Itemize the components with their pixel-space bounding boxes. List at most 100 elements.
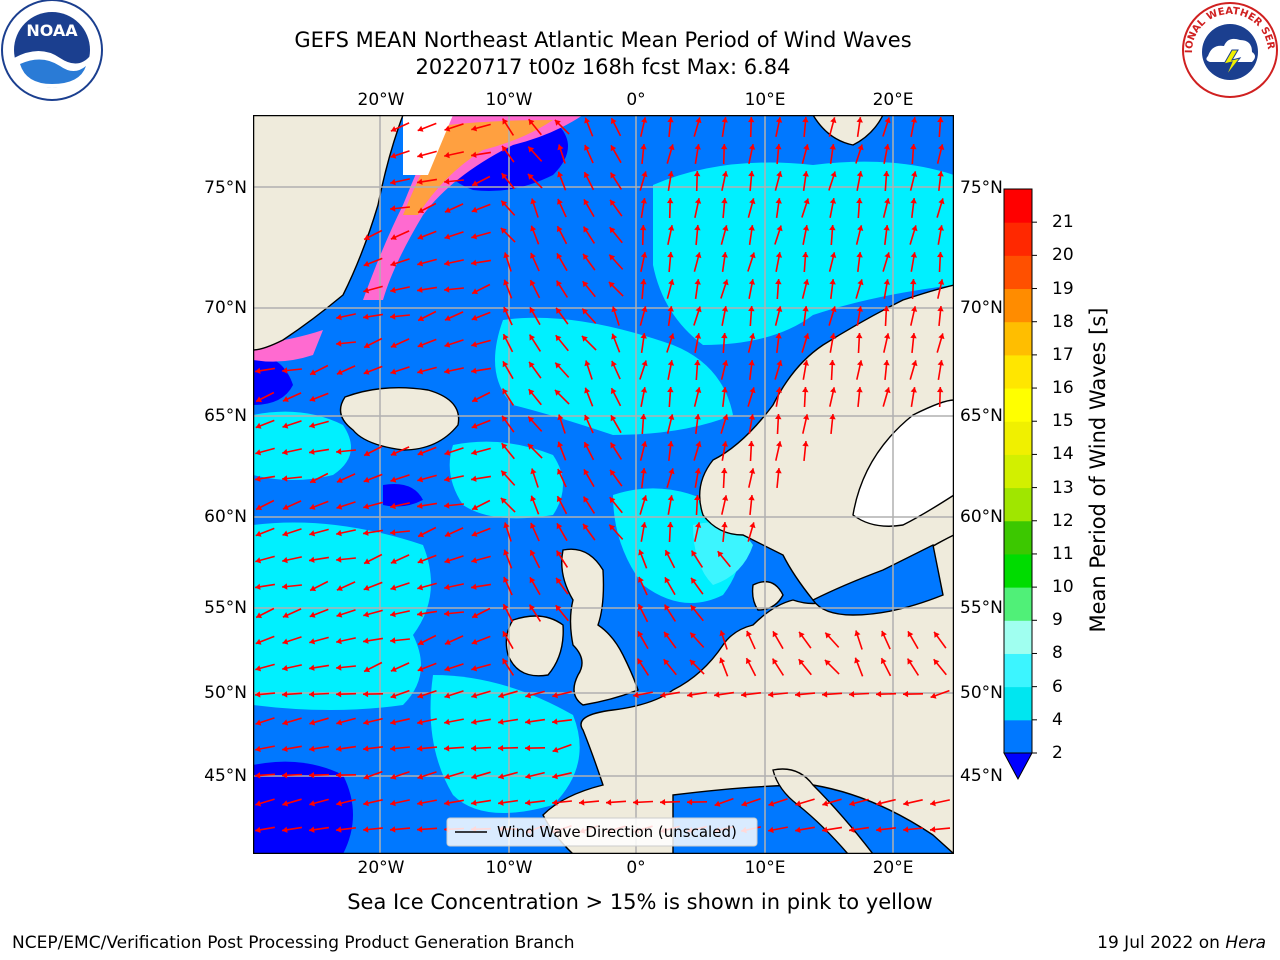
wave-direction-arrowhead (555, 335, 562, 342)
wave-direction-arrowhead (664, 631, 670, 638)
wave-direction-arrowhead (255, 449, 262, 456)
wave-direction-arrowhead (583, 253, 589, 260)
lat-tick-left-50n: 50°N (204, 683, 247, 703)
wave-direction-arrowhead (830, 117, 837, 124)
wave-direction-arrowhead (691, 550, 697, 557)
colorbar-segment (1004, 354, 1032, 389)
wave-direction-arrowhead (584, 387, 591, 394)
wave-direction-arrowhead (472, 180, 479, 187)
wave-direction-arrowhead (554, 389, 561, 396)
wave-direction-arrowhead (857, 279, 864, 286)
wave-direction-arrowhead (336, 556, 342, 563)
wave-direction-arrowhead (363, 313, 369, 320)
wave-direction-arrowhead (363, 503, 370, 510)
wave-direction-arrowhead (556, 577, 562, 584)
wave-direction-arrowhead (884, 198, 891, 204)
wave-direction-arrowhead (336, 611, 343, 618)
footer-date: 19 Jul 2022 on Hera (1097, 933, 1266, 953)
colorbar-segment (1004, 686, 1032, 721)
wave-direction-arrowhead (937, 306, 944, 312)
wave-direction-arrowhead (503, 576, 509, 583)
wave-direction-arrowhead (772, 658, 778, 665)
wave-direction-arrowhead (694, 360, 701, 366)
wave-direction-arrowhead (282, 530, 289, 537)
wave-direction-arrowhead (471, 583, 477, 590)
wave-direction-arrowhead (530, 495, 537, 502)
wave-direction-arrowhead (552, 773, 558, 780)
wave-direction-arrowhead (282, 719, 289, 726)
wave-direction-arrowhead (822, 691, 828, 698)
wave-direction-arrowhead (282, 583, 288, 590)
wave-direction-arrowhead (444, 745, 450, 752)
svalbard (812, 115, 884, 146)
footer-date-text: 19 Jul 2022 on (1097, 933, 1226, 953)
wave-direction-arrowhead (502, 658, 508, 665)
wave-direction-arrowhead (829, 198, 837, 204)
wave-direction-arrowhead (802, 225, 810, 231)
lat-tick-left-75n: 75°N (204, 178, 247, 198)
colorbar-tick-label: 2 (1052, 743, 1063, 763)
wave-direction-arrowhead (282, 556, 288, 564)
wave-direction-arrowhead (417, 476, 424, 483)
wave-direction-arrowhead (502, 631, 509, 638)
wave-direction-arrowhead (610, 415, 617, 422)
wave-direction-arrowhead (472, 612, 479, 619)
wave-direction-arrowhead (417, 341, 424, 348)
colorbar-tick-label: 4 (1052, 709, 1063, 730)
wave-direction-arrowhead (748, 117, 755, 123)
wave-direction-arrowhead (444, 259, 450, 267)
wave-direction-arrowhead (530, 522, 536, 529)
wave-direction-arrowhead (795, 691, 801, 698)
wave-direction-arrowhead (849, 691, 855, 698)
wave-direction-arrowhead (937, 117, 944, 123)
wave-direction-arrowhead (282, 638, 289, 645)
wave-direction-arrowhead (775, 117, 783, 123)
wave-direction-arrowhead (417, 799, 423, 807)
wave-direction-arrowhead (719, 630, 726, 637)
wave-direction-arrowhead (390, 126, 397, 132)
wave-direction-arrowhead (255, 800, 262, 807)
wave-direction-arrowhead (584, 117, 591, 124)
lon-tick-bottom-10e: 10°E (744, 858, 786, 878)
wave-direction-arrowhead (584, 360, 591, 367)
wave-direction-arrowhead (444, 475, 450, 483)
wave-direction-arrowhead (417, 286, 423, 293)
wave-direction-arrowhead (930, 799, 936, 807)
wave-direction-arrowhead (694, 333, 702, 339)
wave-direction-arrowhead (633, 799, 639, 806)
wave-direction-arrowhead (667, 198, 674, 204)
wave-direction-arrowhead (640, 198, 647, 204)
wave-direction-arrowhead (825, 632, 832, 639)
iceland (339, 386, 460, 451)
colorbar-segment (1004, 321, 1032, 356)
lat-tick-left-45n: 45°N (204, 766, 247, 786)
colorbar-tick-label: 15 (1052, 411, 1074, 432)
wave-direction-arrowhead (256, 504, 263, 511)
wave-direction-arrowhead (795, 826, 801, 833)
wave-direction-arrowhead (802, 117, 809, 123)
wave-direction-arrowhead (471, 259, 477, 266)
wave-direction-arrowhead (309, 422, 316, 429)
colorbar-tick-label: 6 (1052, 676, 1063, 697)
wave-direction-arrowhead (471, 449, 478, 456)
wave-direction-arrowhead (641, 441, 648, 447)
wave-direction-arrowhead (721, 522, 728, 528)
wave-direction-arrowhead (633, 691, 639, 699)
wave-direction-arrowhead (640, 144, 647, 150)
wave-direction-arrowhead (799, 631, 805, 638)
lat-tick-right-50n: 50°N (960, 683, 1003, 703)
wave-direction-arrowhead (691, 577, 697, 584)
wave-direction-arrowhead (256, 396, 263, 403)
wave-direction-arrowhead (282, 396, 289, 402)
wave-direction-arrowhead (471, 367, 477, 374)
wave-direction-arrowhead (856, 333, 863, 339)
wave-direction-arrowhead (282, 745, 288, 752)
wave-direction-arrowhead (694, 171, 701, 177)
graticule (253, 115, 954, 854)
wave-direction-arrowhead (336, 771, 342, 779)
wave-direction-arrowhead (668, 333, 675, 340)
wave-direction-arrowhead (911, 171, 918, 177)
wave-direction-arrowhead (748, 171, 755, 177)
wave-direction-arrowhead (255, 367, 261, 374)
wave-direction-arrowhead (668, 144, 675, 151)
